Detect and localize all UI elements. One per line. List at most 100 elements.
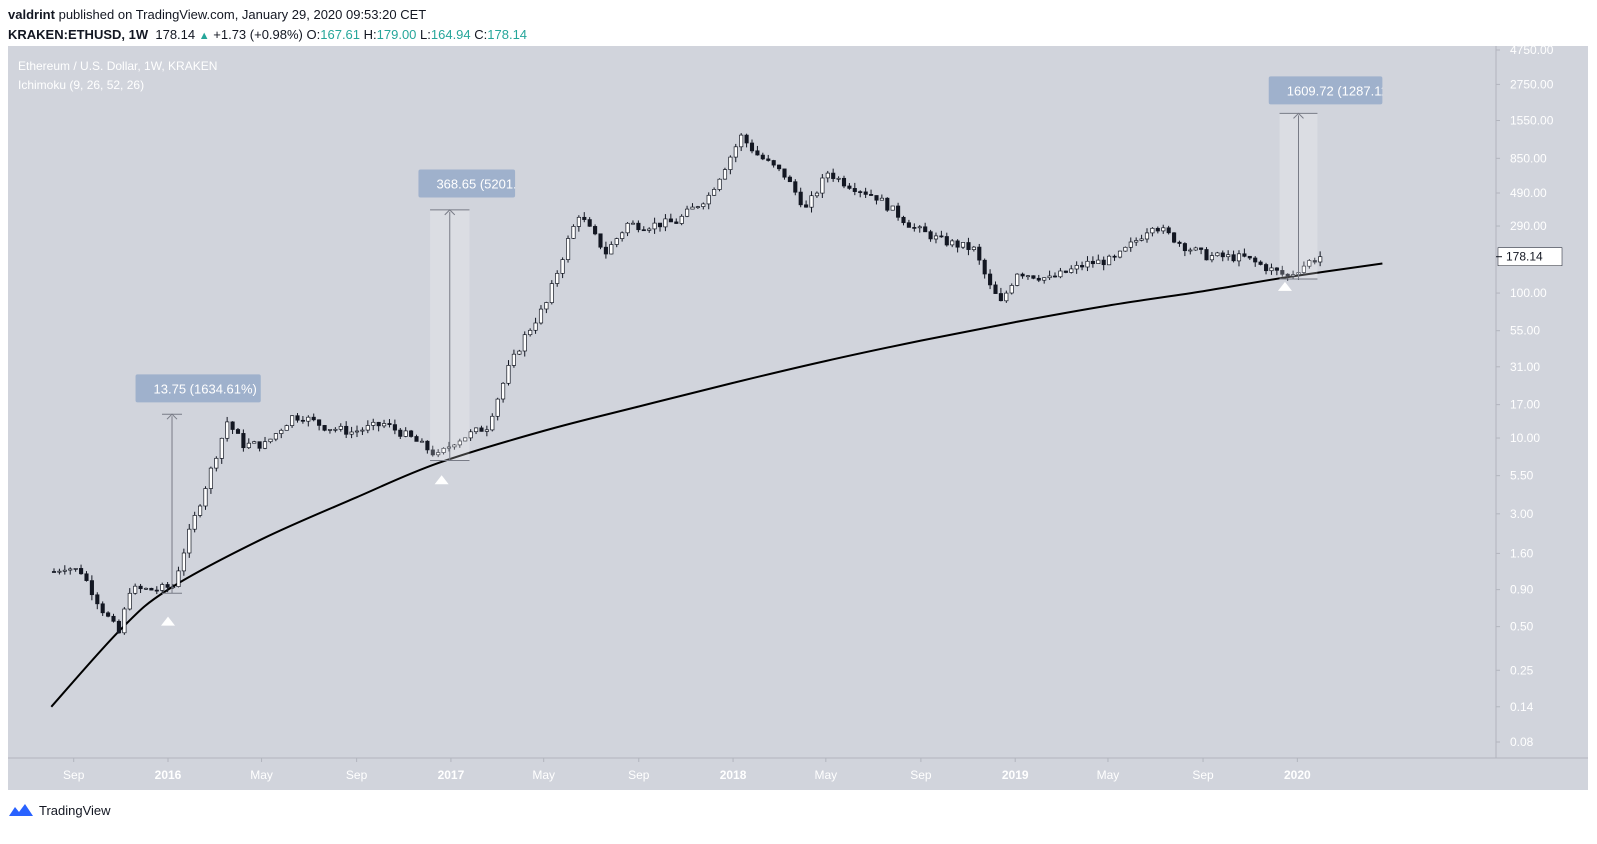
candle-down[interactable] xyxy=(744,134,749,144)
candle-up[interactable] xyxy=(836,177,841,180)
candle-up[interactable] xyxy=(452,444,457,448)
candle-up[interactable] xyxy=(338,425,343,430)
candle-up[interactable] xyxy=(1301,265,1306,273)
candle-down[interactable] xyxy=(1155,227,1160,232)
candle-up[interactable] xyxy=(187,528,192,554)
candle-down[interactable] xyxy=(106,612,111,617)
candle-up[interactable] xyxy=(1307,260,1312,267)
candle-down[interactable] xyxy=(51,571,57,573)
price-axis-area[interactable] xyxy=(1496,46,1588,758)
measure-label-box[interactable] xyxy=(1268,76,1383,105)
candle-up[interactable] xyxy=(528,329,533,336)
candle-up[interactable] xyxy=(327,429,333,431)
candle-down[interactable] xyxy=(885,197,890,211)
candle-up[interactable] xyxy=(1042,277,1047,281)
candle-down[interactable] xyxy=(749,142,755,152)
candle-up[interactable] xyxy=(365,425,370,431)
candle-up[interactable] xyxy=(457,440,462,446)
candle-up[interactable] xyxy=(647,228,652,231)
candle-down[interactable] xyxy=(982,259,987,275)
candle-up[interactable] xyxy=(1134,240,1139,243)
candle-up[interactable] xyxy=(620,232,625,239)
candle-up[interactable] xyxy=(1058,270,1063,278)
support-curve[interactable] xyxy=(50,262,1383,708)
candle-up[interactable] xyxy=(143,587,149,590)
candle-up[interactable] xyxy=(306,416,311,422)
candle-up[interactable] xyxy=(349,431,354,435)
candle-down[interactable] xyxy=(1242,253,1247,257)
candle-down[interactable] xyxy=(793,181,798,193)
candle-down[interactable] xyxy=(896,205,901,218)
candle-up[interactable] xyxy=(652,222,657,230)
candle-down[interactable] xyxy=(1264,264,1269,272)
candle-up[interactable] xyxy=(614,238,619,245)
candle-up[interactable] xyxy=(436,452,441,456)
candle-down[interactable] xyxy=(414,436,419,442)
candle-up[interactable] xyxy=(1161,227,1166,232)
candle-up[interactable] xyxy=(728,156,733,170)
candle-up[interactable] xyxy=(712,189,717,196)
candle-down[interactable] xyxy=(603,246,608,255)
candle-down[interactable] xyxy=(804,204,809,208)
candle-down[interactable] xyxy=(1063,270,1068,273)
measure-label-box[interactable] xyxy=(135,374,261,403)
candle-up[interactable] xyxy=(192,515,197,530)
candle-up[interactable] xyxy=(225,421,230,439)
candle-down[interactable] xyxy=(858,191,863,193)
candle-up[interactable] xyxy=(68,568,73,571)
candle-up[interactable] xyxy=(733,146,738,158)
candle-up[interactable] xyxy=(506,365,511,384)
candle-up[interactable] xyxy=(511,353,516,366)
candle-down[interactable] xyxy=(1199,247,1204,250)
candle-up[interactable] xyxy=(695,206,700,208)
candle-down[interactable] xyxy=(149,587,154,591)
candle-up[interactable] xyxy=(468,431,473,439)
candle-down[interactable] xyxy=(1020,273,1025,277)
candle-down[interactable] xyxy=(641,229,646,232)
candle-up[interactable] xyxy=(1004,292,1009,302)
buy-signal-marker-icon[interactable] xyxy=(434,475,449,485)
chart-area[interactable]: 13.75 (1634.61%) 1375 368.65 (5201.14%) 3… xyxy=(8,43,1588,790)
candle-up[interactable] xyxy=(1139,238,1144,241)
candle-down[interactable] xyxy=(912,227,917,229)
candle-down[interactable] xyxy=(1312,260,1317,263)
candle-down[interactable] xyxy=(387,423,392,425)
candle-down[interactable] xyxy=(100,603,105,614)
measure-label-box[interactable] xyxy=(418,169,516,198)
candle-down[interactable] xyxy=(1177,241,1182,244)
candle-up[interactable] xyxy=(73,568,78,570)
candle-up[interactable] xyxy=(490,415,495,431)
candle-down[interactable] xyxy=(1166,227,1171,234)
candle-up[interactable] xyxy=(219,437,224,459)
candle-up[interactable] xyxy=(717,178,722,190)
candle-up[interactable] xyxy=(1269,267,1274,272)
candle-up[interactable] xyxy=(560,259,565,274)
candle-down[interactable] xyxy=(869,194,874,196)
candle-up[interactable] xyxy=(1150,227,1155,234)
candle-down[interactable] xyxy=(344,425,349,435)
candle-up[interactable] xyxy=(517,350,522,355)
candle-up[interactable] xyxy=(1117,250,1123,258)
candle-up[interactable] xyxy=(57,570,62,573)
candle-down[interactable] xyxy=(398,429,403,437)
candle-down[interactable] xyxy=(955,240,960,248)
candle-down[interactable] xyxy=(1031,275,1036,279)
candle-up[interactable] xyxy=(971,246,976,250)
candle-up[interactable] xyxy=(371,421,376,426)
candle-up[interactable] xyxy=(663,218,668,228)
candle-up[interactable] xyxy=(360,429,365,432)
candle-down[interactable] xyxy=(1247,255,1252,259)
candle-up[interactable] xyxy=(463,437,468,442)
candle-up[interactable] xyxy=(214,457,219,469)
candle-down[interactable] xyxy=(1231,254,1236,262)
candle-down[interactable] xyxy=(1101,259,1106,266)
candle-up[interactable] xyxy=(879,197,884,201)
candle-up[interactable] xyxy=(1096,259,1101,264)
candle-up[interactable] xyxy=(246,442,251,449)
legend-indicator[interactable]: Ichimoku (9, 26, 52, 26) xyxy=(18,78,144,92)
candle-up[interactable] xyxy=(739,134,744,148)
candle-down[interactable] xyxy=(657,222,663,228)
candle-up[interactable] xyxy=(354,430,360,433)
candle-up[interactable] xyxy=(495,398,500,417)
candle-down[interactable] xyxy=(906,222,911,228)
